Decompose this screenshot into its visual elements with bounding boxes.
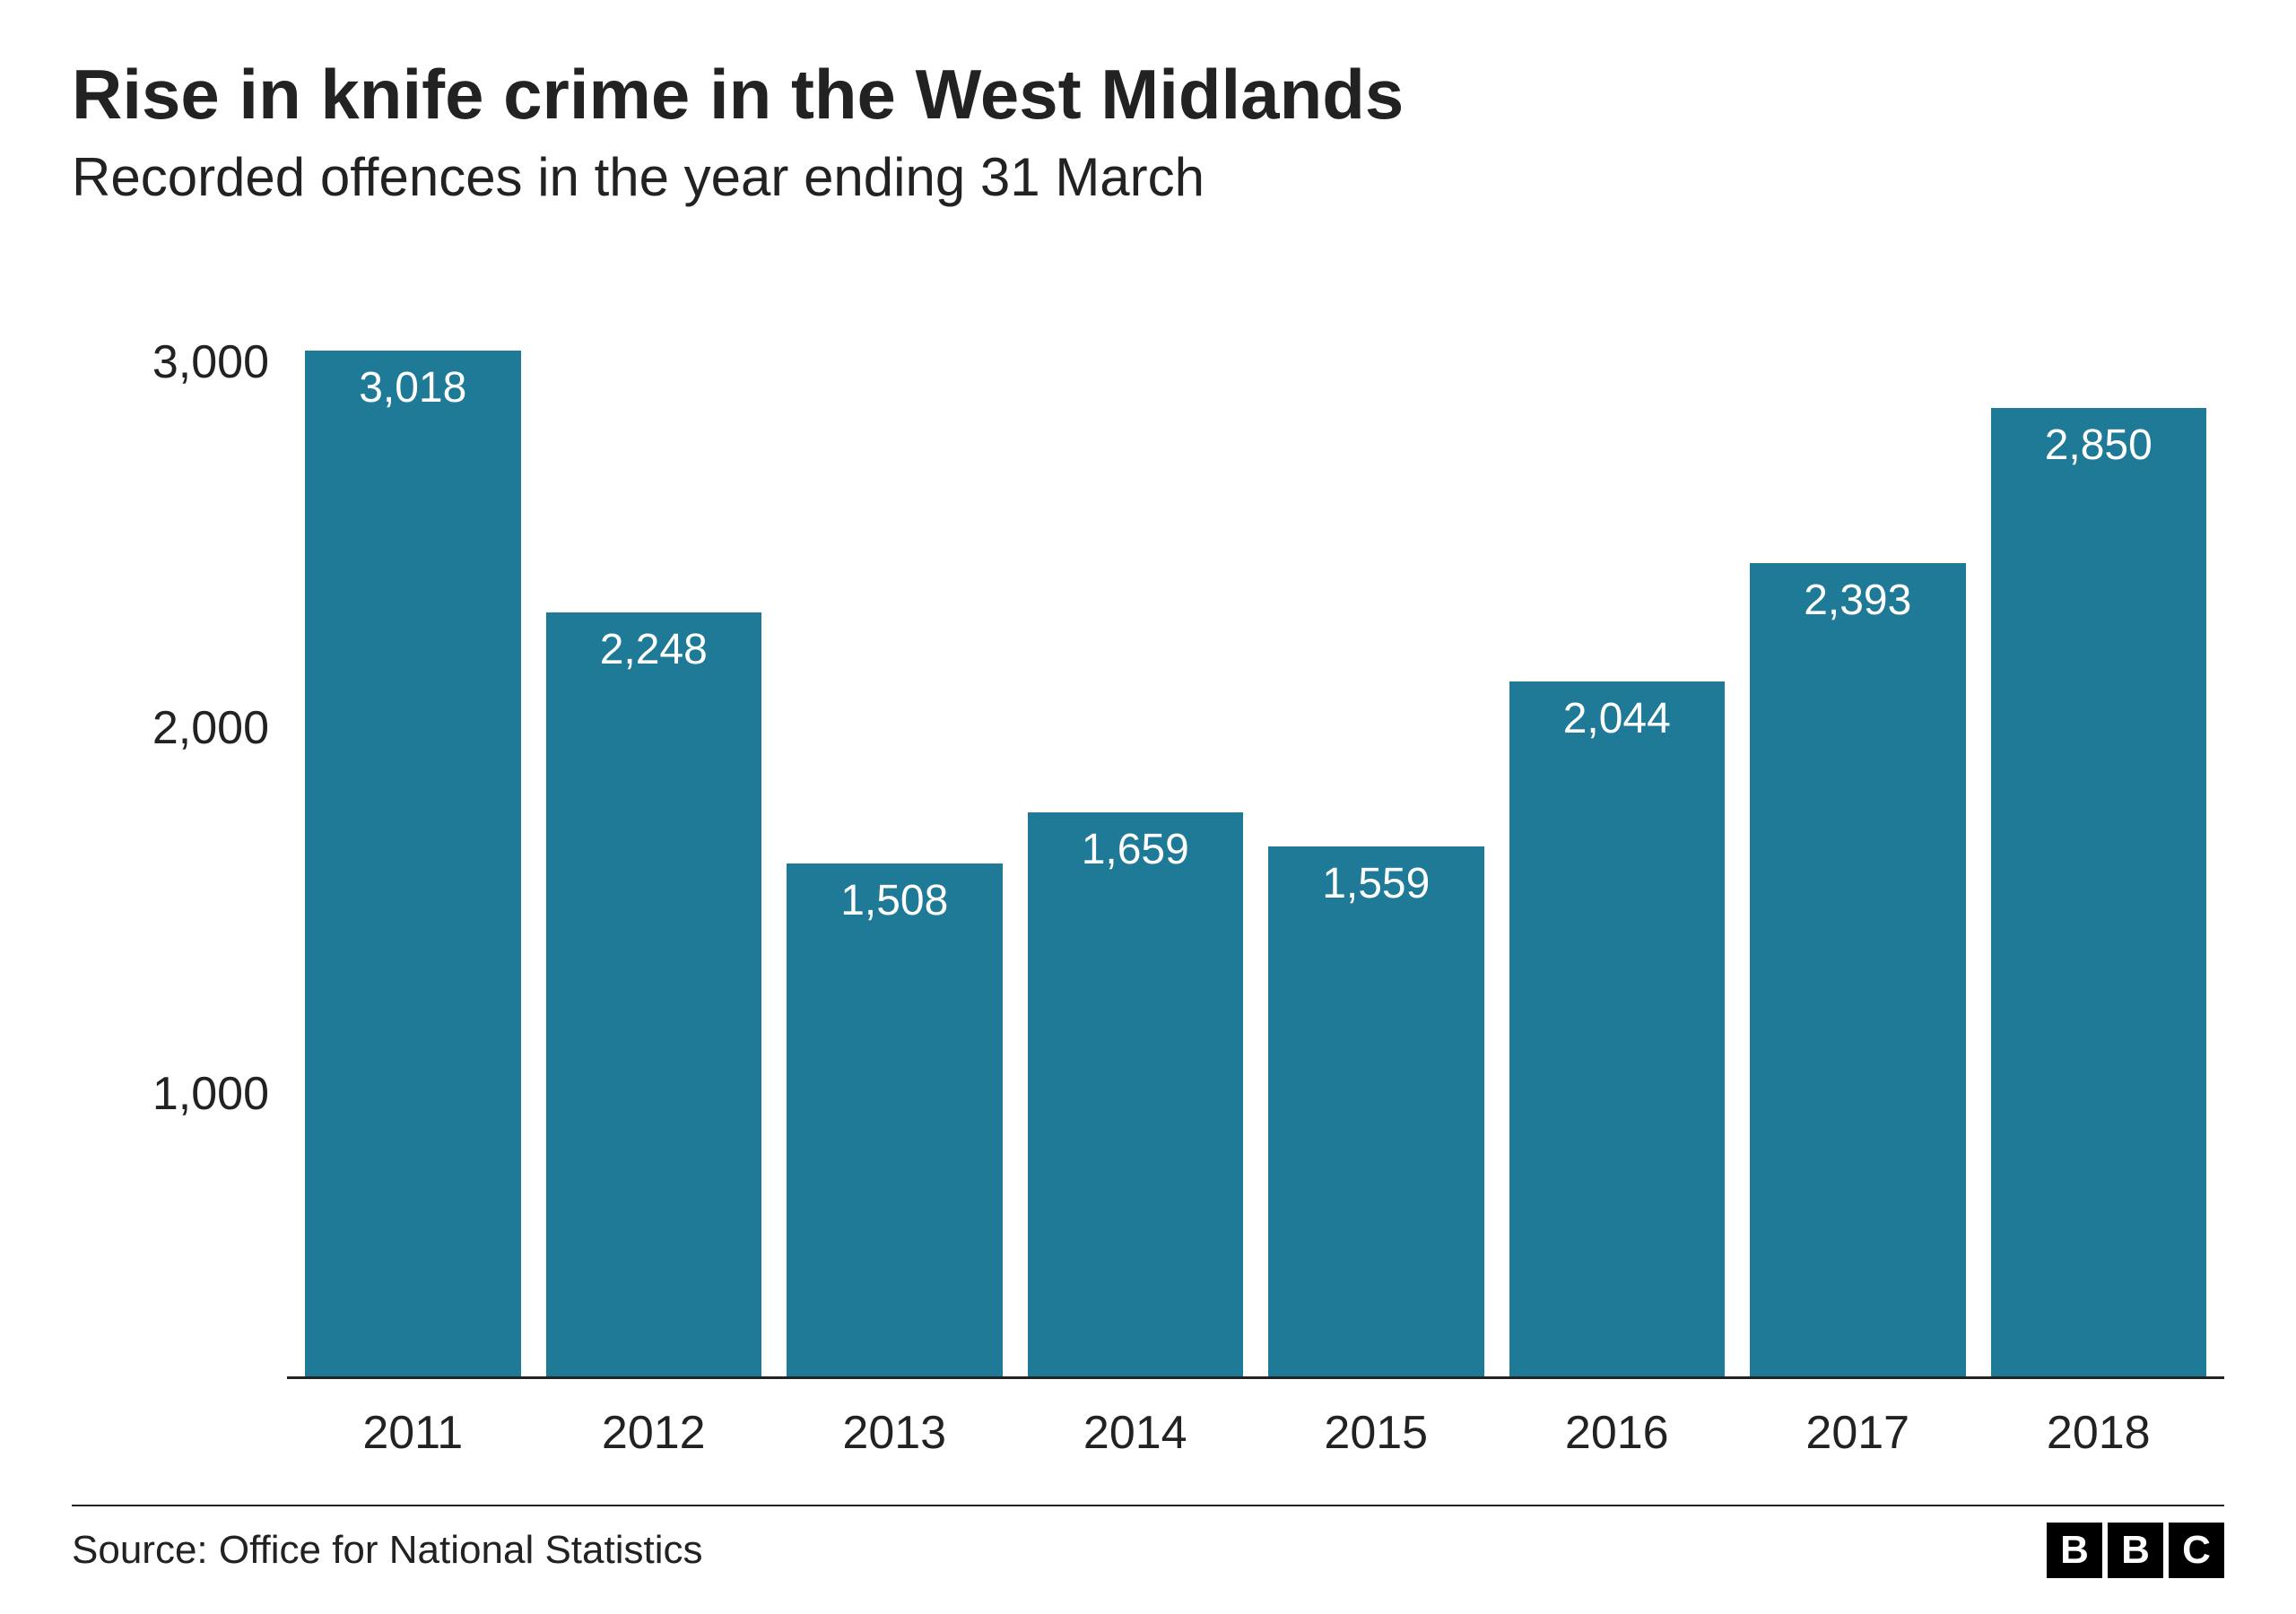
logo-letter: C	[2169, 1523, 2224, 1578]
bbc-logo: BBC	[2047, 1523, 2224, 1578]
bar-value-label: 3,018	[359, 363, 466, 412]
x-tick: 2014	[1028, 1406, 1244, 1460]
x-tick: 2013	[787, 1406, 1003, 1460]
logo-letter: B	[2108, 1523, 2163, 1578]
bar-value-label: 2,044	[1563, 694, 1671, 743]
bar: 2,248	[546, 612, 762, 1376]
bar-group: 2,393	[1750, 289, 1966, 1376]
bar: 2,393	[1750, 563, 1966, 1376]
bar: 1,659	[1028, 812, 1244, 1376]
bar-group: 2,248	[546, 289, 762, 1376]
bar-group: 3,018	[305, 289, 521, 1376]
bar-group: 1,508	[787, 289, 1003, 1376]
x-axis: 2011 2012 2013 2014 2015 2016 2017 2018	[287, 1379, 2224, 1460]
y-axis: 1,000 2,000 3,000	[108, 289, 287, 1460]
bar: 1,559	[1268, 846, 1484, 1376]
footer: Source: Office for National Statistics B…	[72, 1505, 2224, 1578]
logo-letter: B	[2047, 1523, 2102, 1578]
x-tick: 2011	[305, 1406, 521, 1460]
bar-group: 2,850	[1991, 289, 2207, 1376]
source-text: Source: Office for National Statistics	[72, 1528, 702, 1573]
x-tick: 2015	[1268, 1406, 1484, 1460]
bar-group: 1,559	[1268, 289, 1484, 1376]
plot-wrap: 3,018 2,248 1,508 1,659 1,559 2,044 2,393 2,850…	[287, 289, 2224, 1460]
bar-value-label: 1,559	[1322, 859, 1430, 908]
plot: 3,018 2,248 1,508 1,659 1,559 2,044 2,393 2,850	[287, 289, 2224, 1379]
bar-value-label: 2,850	[2045, 421, 2152, 470]
x-tick: 2017	[1750, 1406, 1966, 1460]
bar: 2,850	[1991, 408, 2207, 1376]
bar: 3,018	[305, 351, 521, 1376]
x-tick: 2016	[1509, 1406, 1726, 1460]
bar-value-label: 1,508	[840, 876, 948, 925]
chart-area: 1,000 2,000 3,000 3,018 2,248 1,508 1,659 1,55…	[72, 289, 2224, 1460]
bar-group: 1,659	[1028, 289, 1244, 1376]
bar-value-label: 2,248	[600, 625, 708, 674]
chart-title: Rise in knife crime in the West Midlands	[72, 54, 2224, 135]
bar: 2,044	[1509, 681, 1726, 1376]
bar: 1,508	[787, 863, 1003, 1376]
bar-value-label: 1,659	[1082, 825, 1189, 874]
bar-value-label: 2,393	[1804, 576, 1911, 625]
chart-subtitle: Recorded offences in the year ending 31 …	[72, 146, 2224, 208]
y-tick: 3,000	[152, 335, 269, 389]
y-tick: 1,000	[152, 1067, 269, 1121]
y-tick: 2,000	[152, 701, 269, 755]
x-tick: 2012	[546, 1406, 762, 1460]
bar-group: 2,044	[1509, 289, 1726, 1376]
x-tick: 2018	[1991, 1406, 2207, 1460]
